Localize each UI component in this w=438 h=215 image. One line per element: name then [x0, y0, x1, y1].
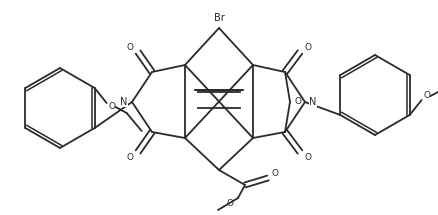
- Text: O: O: [304, 152, 311, 161]
- Text: O: O: [304, 43, 311, 52]
- Text: O: O: [226, 198, 233, 207]
- Text: O: O: [126, 152, 133, 161]
- Text: O: O: [271, 169, 278, 178]
- Text: O: O: [294, 97, 301, 106]
- Text: O: O: [422, 92, 429, 100]
- Text: N: N: [120, 97, 127, 107]
- Text: N: N: [309, 97, 316, 107]
- Text: O: O: [108, 103, 115, 112]
- Text: O: O: [126, 43, 133, 52]
- Text: Br: Br: [213, 13, 224, 23]
